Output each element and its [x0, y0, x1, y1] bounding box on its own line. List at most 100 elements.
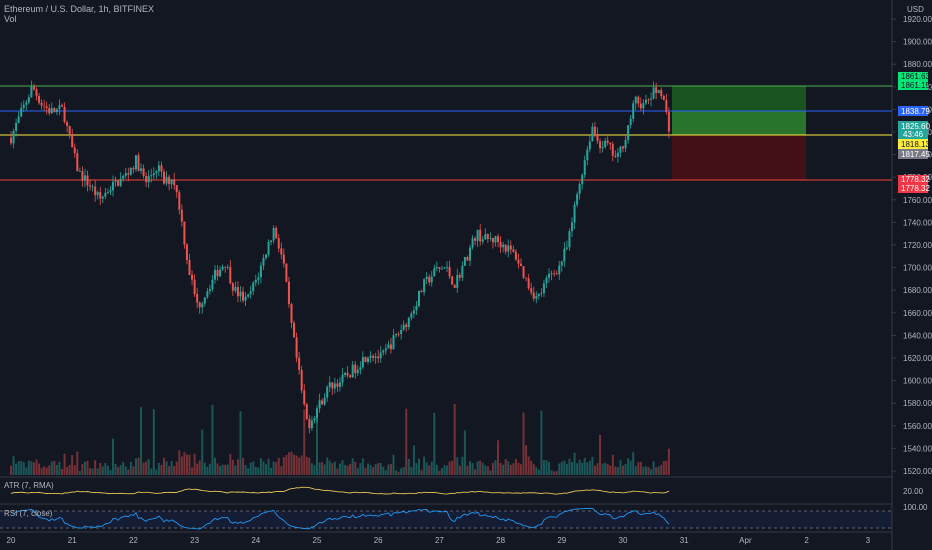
volume-bar	[486, 466, 489, 475]
volume-bar	[76, 451, 79, 475]
volume-bar	[652, 461, 655, 475]
candle-body	[35, 89, 38, 96]
volume-bar	[282, 457, 285, 475]
volume-bar	[252, 461, 255, 475]
date-tick-label: 25	[313, 536, 322, 545]
volume-bar	[604, 462, 607, 475]
date-tick-label: 3	[866, 536, 871, 545]
volume-bar	[277, 457, 280, 475]
volume-bar	[308, 457, 311, 475]
volume-bar	[532, 464, 535, 475]
volume-bar	[565, 464, 568, 475]
volume-bar	[91, 468, 94, 475]
date-tick-label: 24	[251, 536, 260, 545]
volume-bar	[83, 461, 86, 475]
atr-legend[interactable]: ATR (7, RMA)	[4, 481, 54, 490]
volume-bar	[127, 469, 130, 475]
volume-bar	[313, 465, 316, 475]
volume-bar	[231, 459, 234, 475]
volume-bar	[170, 461, 173, 475]
candle-body	[517, 259, 520, 264]
candle-body	[428, 276, 431, 283]
volume-bar	[61, 468, 63, 475]
candle-body	[180, 209, 183, 222]
volume-bar	[152, 409, 155, 475]
volume-bar	[89, 468, 92, 475]
volume-bar	[216, 463, 219, 475]
candle-body	[198, 302, 201, 308]
volume-bar	[206, 466, 209, 475]
volume-bar	[453, 403, 456, 475]
volume-bar	[494, 460, 497, 475]
date-tick-label: 29	[557, 536, 566, 545]
volume-bar	[35, 459, 38, 475]
volume-bar	[423, 456, 426, 475]
candle-body	[196, 293, 199, 303]
candle-body	[71, 135, 74, 148]
candle-body	[372, 355, 375, 358]
candle-body	[502, 244, 505, 248]
volume-bar	[310, 463, 313, 475]
rsi-pane	[0, 510, 892, 529]
volume-bar	[384, 470, 387, 475]
volume-bar	[43, 466, 46, 475]
candle-body	[632, 103, 635, 119]
volume-bar	[180, 456, 183, 475]
volume-bar	[331, 463, 334, 475]
volume-bar	[512, 463, 515, 475]
candle-body	[384, 348, 387, 351]
volume-bar	[428, 465, 431, 475]
volume-bar	[542, 460, 545, 475]
volume-bar	[665, 460, 668, 475]
candle-body	[226, 266, 229, 268]
candle-body	[463, 256, 466, 266]
volume-bar	[20, 461, 23, 475]
candle-body	[494, 236, 497, 243]
candle-body	[321, 400, 324, 405]
volume-bar	[32, 462, 35, 475]
date-tick-label: 30	[619, 536, 628, 545]
volume-bar	[119, 465, 122, 475]
volume-bar	[244, 465, 247, 475]
svg-text:1818.13: 1818.13	[901, 140, 930, 149]
candle-body	[78, 170, 81, 172]
volume-bar	[101, 466, 104, 475]
candle-body	[40, 102, 43, 106]
volume-bar	[632, 452, 635, 475]
volume-bar	[361, 458, 364, 475]
candle-body	[499, 242, 502, 248]
candle-body	[142, 168, 145, 176]
long-position-loss-zone[interactable]	[672, 135, 806, 180]
time-axis[interactable]: 20 21 22 23 24 25 26 27 28 29 30 31 Apr 2 3	[7, 536, 871, 545]
volume-bar	[196, 463, 199, 475]
candle-body	[537, 293, 540, 297]
candle-body	[282, 254, 285, 264]
volume-bar	[573, 452, 576, 475]
candle-body	[20, 107, 23, 117]
candle-body	[392, 335, 395, 350]
candle-body	[351, 364, 354, 378]
price-tag-stop: 1778.32 1778.32	[898, 175, 930, 193]
candle-body	[32, 86, 35, 90]
candle-body	[157, 165, 160, 172]
candle-body	[553, 273, 556, 275]
volume-bar	[407, 458, 410, 475]
date-tick-label: 27	[435, 536, 444, 545]
candle-body	[254, 279, 257, 283]
volume-bar	[405, 408, 408, 475]
volume-bar	[333, 461, 336, 475]
price-tick-label: 1680.00	[903, 286, 932, 295]
volume-bar	[12, 456, 15, 475]
candle-body	[440, 268, 443, 270]
candle-body	[91, 186, 94, 188]
rsi-legend[interactable]: RSI (7, close)	[4, 509, 53, 518]
candle-body	[568, 231, 571, 248]
candle-body	[619, 146, 622, 153]
candle-body	[606, 140, 609, 143]
candle-body	[512, 249, 515, 252]
candle-body	[634, 96, 637, 104]
symbol-title[interactable]: Ethereum / U.S. Dollar, 1h, BITFINEX	[4, 4, 155, 14]
candle-body	[596, 133, 599, 142]
candlestick-series[interactable]	[10, 80, 670, 434]
